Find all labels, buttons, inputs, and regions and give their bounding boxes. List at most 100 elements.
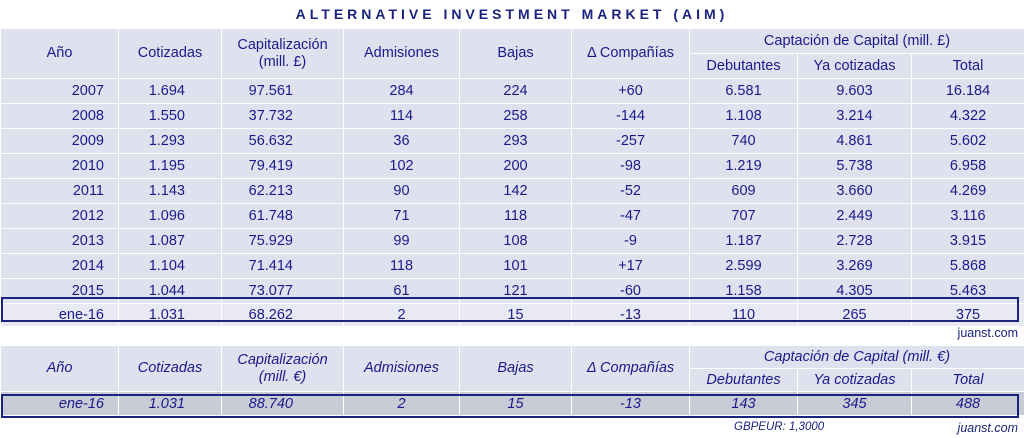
hl-cap: 68.262 (221, 303, 344, 327)
header-debut: Debutantes (689, 53, 798, 79)
eur-header-listed: Cotizadas (118, 345, 222, 392)
cell-baj: 108 (459, 228, 572, 254)
cell-tot: 3.915 (911, 228, 1024, 254)
header-capital-raising: Captación de Capital (mill. £) (689, 28, 1024, 54)
table-row: 2008 1.550 37.732 114 258 -144 1.108 3.214 4.322 (0, 103, 1024, 129)
eur-hl-year: ene-16 (0, 391, 119, 416)
cell-listed: 1.096 (118, 203, 222, 229)
cell-listed: 1.293 (118, 128, 222, 154)
cell-delta: -257 (571, 128, 690, 154)
eur-hl-delta: -13 (571, 391, 690, 416)
exchange-rate-note: GBPEUR: 1,3000 (734, 421, 825, 433)
header-listed: Cotizadas (118, 28, 222, 79)
header-delistings: Bajas (459, 28, 572, 79)
hl-deb: 110 (689, 303, 798, 327)
table-row: 2007 1.694 97.561 284 224 +60 6.581 9.603 16.184 (0, 78, 1024, 104)
table-row: 2011 1.143 62.213 90 142 -52 609 3.660 4.269 (0, 178, 1024, 204)
cell-cap: 56.632 (221, 128, 344, 154)
cell-adm: 99 (343, 228, 460, 254)
cell-ya: 4.305 (797, 278, 912, 304)
table-row: 2014 1.104 71.414 118 101 +17 2.599 3.269 5.868 (0, 253, 1024, 279)
hl-baj: 15 (459, 303, 572, 327)
cell-listed: 1.044 (118, 278, 222, 304)
cell-baj: 142 (459, 178, 572, 204)
eur-header-capital-raising: Captación de Capital (mill. €) (689, 345, 1024, 369)
cell-delta: -98 (571, 153, 690, 179)
cell-deb: 6.581 (689, 78, 798, 104)
cell-ya: 9.603 (797, 78, 912, 104)
header-year: Año (0, 28, 119, 79)
eur-hl-deb: 143 (689, 391, 798, 416)
header-delta: Δ Compañías (571, 28, 690, 79)
cell-cap: 62.213 (221, 178, 344, 204)
cell-ya: 2.728 (797, 228, 912, 254)
cell-tot: 3.116 (911, 203, 1024, 229)
cell-year: 2012 (0, 203, 119, 229)
eur-hl-baj: 15 (459, 391, 572, 416)
cell-ya: 2.449 (797, 203, 912, 229)
table-row: 2010 1.195 79.419 102 200 -98 1.219 5.738 6.958 (0, 153, 1024, 179)
cell-baj: 200 (459, 153, 572, 179)
cell-adm: 284 (343, 78, 460, 104)
cell-delta: -47 (571, 203, 690, 229)
table-row: 2012 1.096 61.748 71 118 -47 707 2.449 3.116 (0, 203, 1024, 229)
cell-deb: 1.219 (689, 153, 798, 179)
cell-baj: 118 (459, 203, 572, 229)
eur-header-capitalization: Capitalización (mill. €) (221, 345, 344, 392)
source-link: juanst.com (957, 326, 1018, 340)
cell-cap: 71.414 (221, 253, 344, 279)
cell-baj: 224 (459, 78, 572, 104)
cell-ya: 3.214 (797, 103, 912, 129)
cell-ya: 3.269 (797, 253, 912, 279)
cell-listed: 1.550 (118, 103, 222, 129)
cell-tot: 4.322 (911, 103, 1024, 129)
eur-header-already-listed: Ya cotizadas (797, 368, 912, 392)
eur-hl-ya: 345 (797, 391, 912, 416)
cell-cap: 73.077 (221, 278, 344, 304)
cell-listed: 1.104 (118, 253, 222, 279)
cell-listed: 1.195 (118, 153, 222, 179)
gbp-rows: 2007 1.694 97.561 284 224 +60 6.581 9.603 16.184… (0, 78, 1024, 304)
gbp-highlight-row: ene-16 1.031 68.262 2 15 -13 110 265 375 (0, 303, 1024, 327)
cell-baj: 258 (459, 103, 572, 129)
cell-deb: 1.108 (689, 103, 798, 129)
hl-ya: 265 (797, 303, 912, 327)
cell-adm: 71 (343, 203, 460, 229)
cell-listed: 1.694 (118, 78, 222, 104)
hl-delta: -13 (571, 303, 690, 327)
header-cap-line1: Capitalización (237, 36, 328, 53)
cell-adm: 61 (343, 278, 460, 304)
cell-baj: 293 (459, 128, 572, 154)
eur-header-delta: Δ Compañías (571, 345, 690, 392)
hl-adm: 2 (343, 303, 460, 327)
cell-tot: 4.269 (911, 178, 1024, 204)
cell-year: 2013 (0, 228, 119, 254)
gbp-table: Año Cotizadas Capitalización (mill. £) A… (0, 28, 1024, 327)
eur-header-delistings: Bajas (459, 345, 572, 392)
cell-delta: +60 (571, 78, 690, 104)
eur-hl-adm: 2 (343, 391, 460, 416)
cell-delta: -144 (571, 103, 690, 129)
cell-delta: -9 (571, 228, 690, 254)
cell-deb: 707 (689, 203, 798, 229)
header-total: Total (911, 53, 1024, 79)
cell-deb: 2.599 (689, 253, 798, 279)
eur-header-debut: Debutantes (689, 368, 798, 392)
table-row: 2009 1.293 56.632 36 293 -257 740 4.861 5.602 (0, 128, 1024, 154)
cell-tot: 5.868 (911, 253, 1024, 279)
cell-deb: 740 (689, 128, 798, 154)
cell-adm: 36 (343, 128, 460, 154)
table-row: 2015 1.044 73.077 61 121 -60 1.158 4.305 5.463 (0, 278, 1024, 304)
header-capitalization: Capitalización (mill. £) (221, 28, 344, 79)
eur-table: Año Cotizadas Capitalización (mill. €) A… (0, 345, 1024, 416)
cell-ya: 3.660 (797, 178, 912, 204)
cell-tot: 16.184 (911, 78, 1024, 104)
cell-baj: 101 (459, 253, 572, 279)
cell-tot: 5.602 (911, 128, 1024, 154)
cell-listed: 1.087 (118, 228, 222, 254)
cell-cap: 97.561 (221, 78, 344, 104)
cell-year: 2014 (0, 253, 119, 279)
cell-ya: 4.861 (797, 128, 912, 154)
cell-adm: 118 (343, 253, 460, 279)
